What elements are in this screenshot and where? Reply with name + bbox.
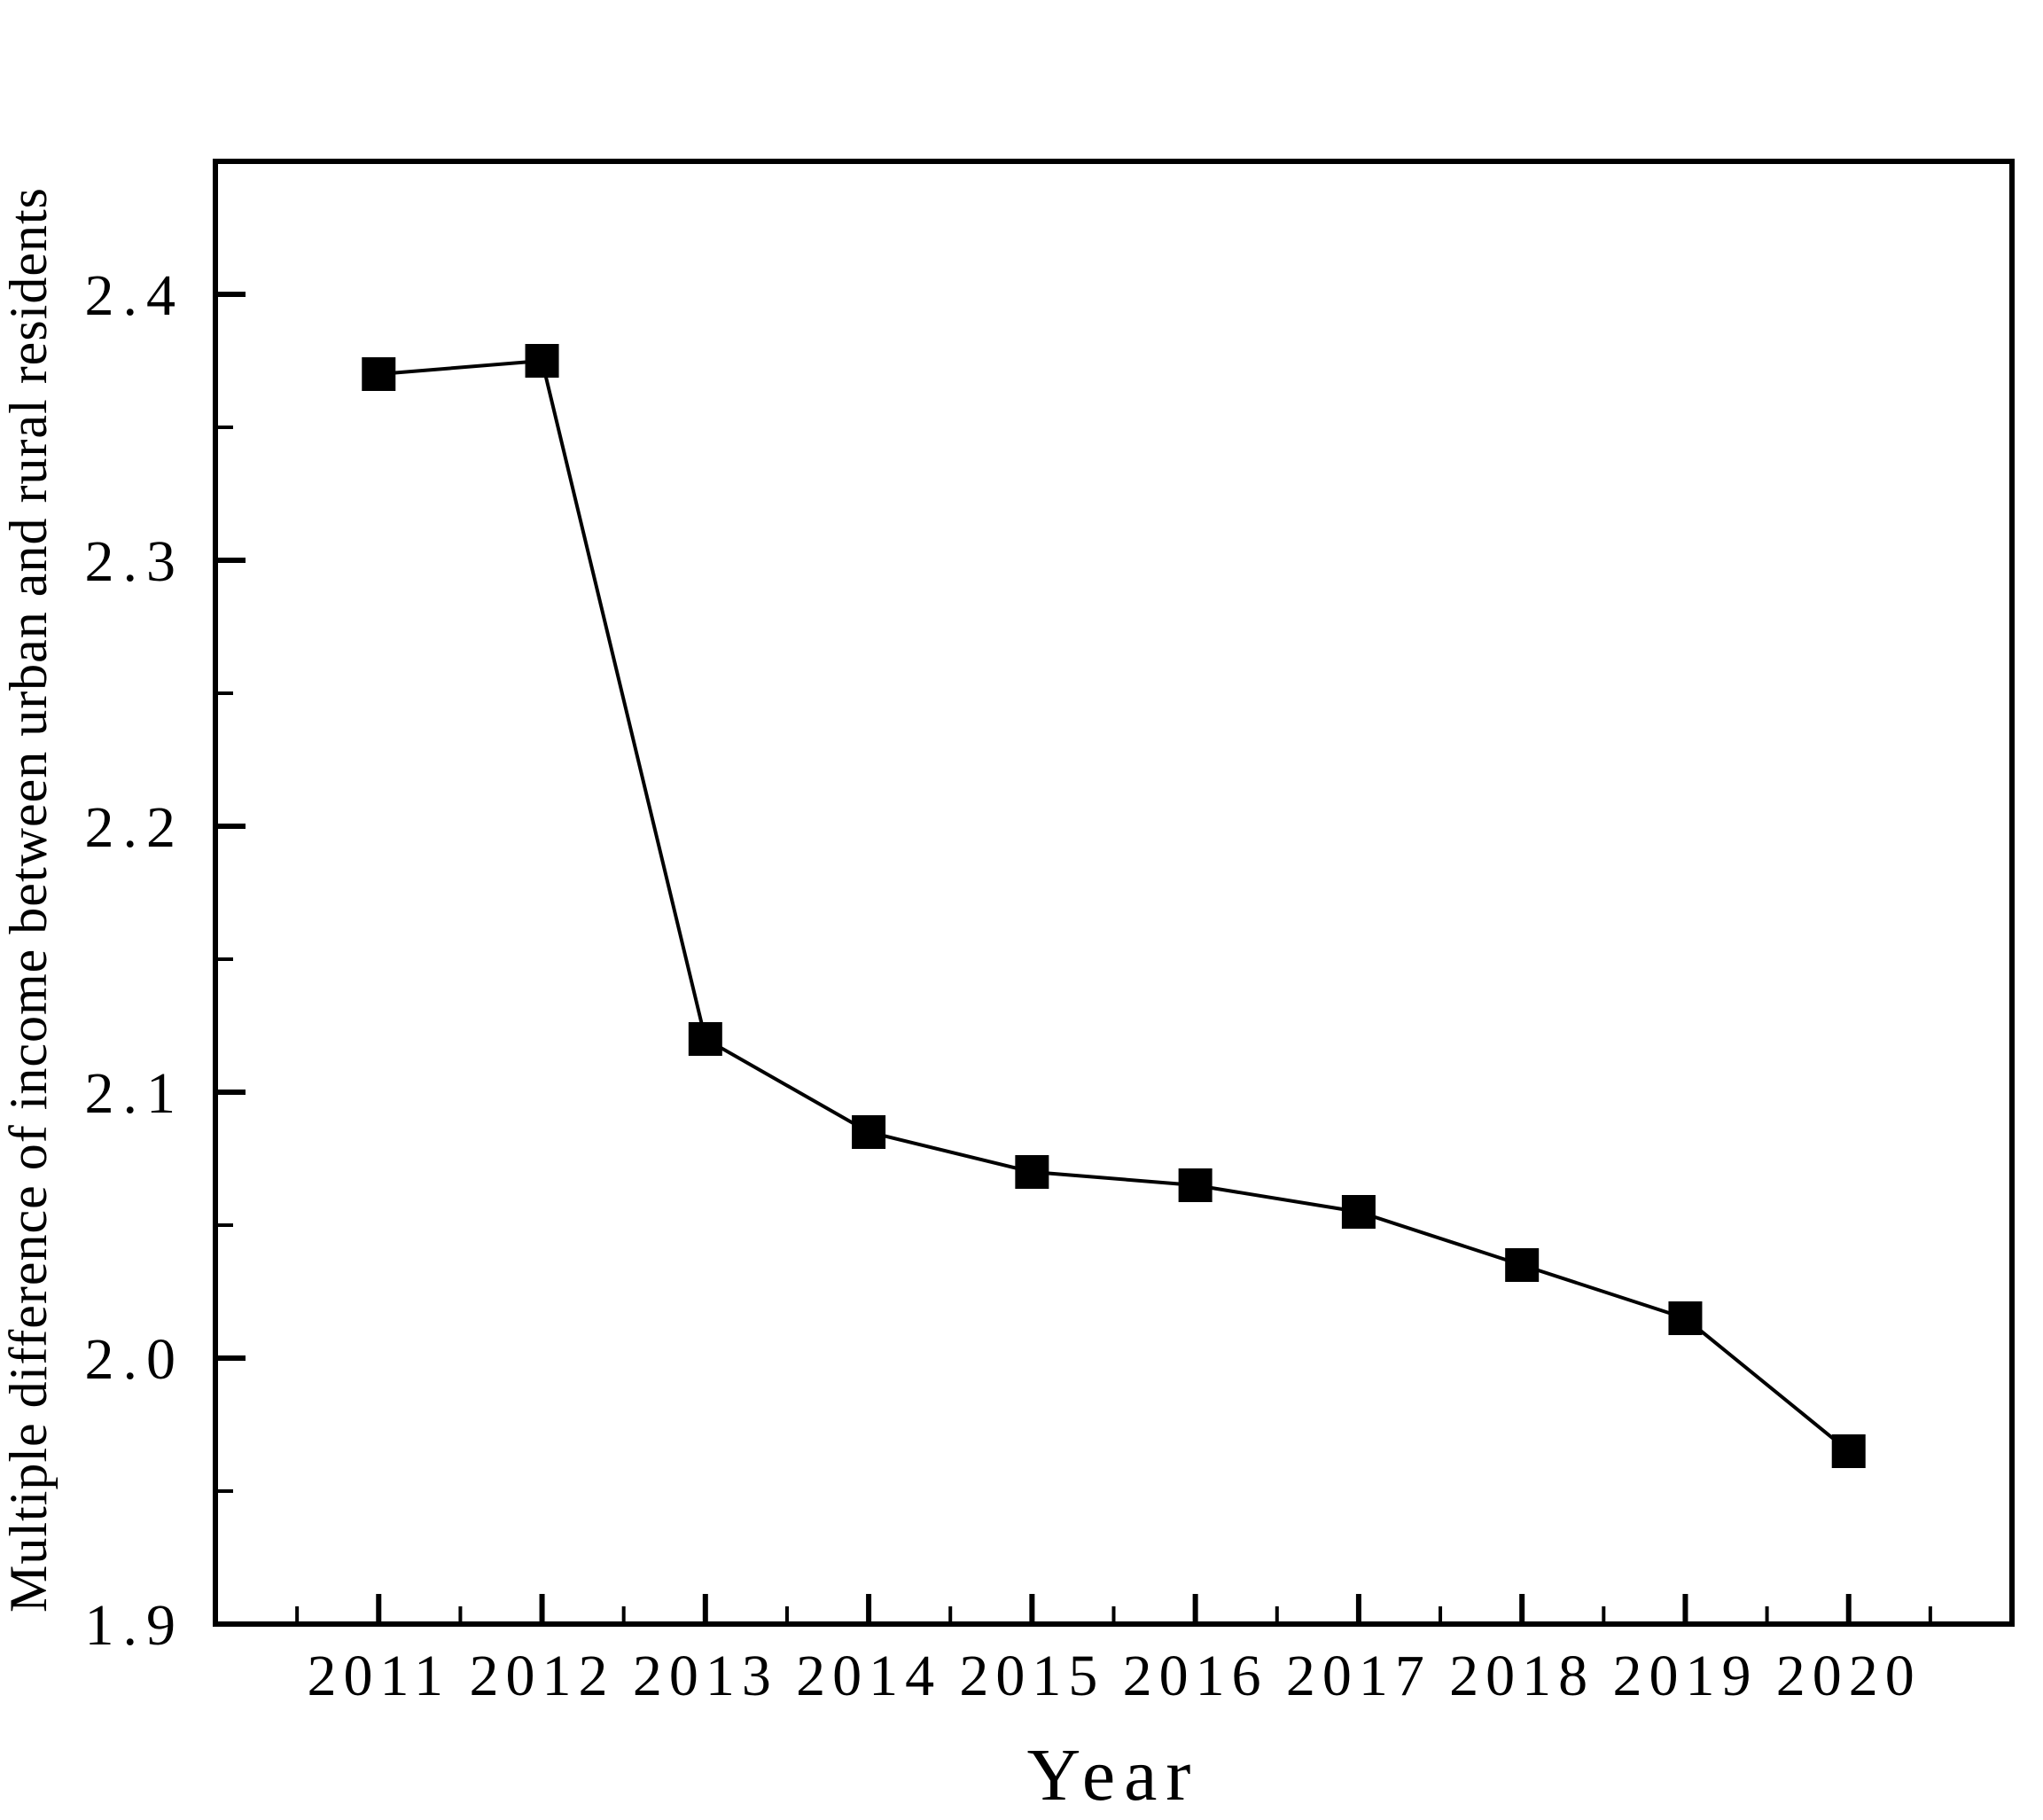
y-tick-label: 2.0 <box>85 1327 185 1392</box>
data-point-marker <box>1668 1301 1703 1335</box>
x-tick-label: 2012 <box>470 1644 615 1708</box>
data-point-marker <box>1831 1434 1866 1468</box>
y-tick-labels: 1.9 2.0 2.1 2.2 2.3 2.4 <box>85 263 185 1658</box>
data-markers <box>362 344 1866 1468</box>
x-tick-label: 2013 <box>633 1644 778 1708</box>
x-axis-label: Year <box>1027 1734 1200 1816</box>
x-tick-label: 2020 <box>1776 1644 1922 1708</box>
data-point-marker <box>1178 1168 1213 1202</box>
y-minor-ticks <box>215 426 233 1493</box>
data-line <box>378 358 1850 1453</box>
y-tick-label: 2.1 <box>85 1061 185 1126</box>
x-major-ticks <box>376 1594 1852 1624</box>
y-tick-label: 1.9 <box>85 1593 185 1658</box>
x-tick-label: 2014 <box>796 1644 941 1708</box>
data-point-marker <box>525 344 559 378</box>
x-tick-label: 2017 <box>1286 1644 1431 1708</box>
data-point-marker <box>1505 1248 1540 1282</box>
y-major-ticks <box>215 292 246 1627</box>
data-point-marker <box>1015 1155 1049 1189</box>
x-tick-label: 2018 <box>1449 1644 1595 1708</box>
y-tick-label: 2.3 <box>85 529 185 594</box>
data-point-marker <box>362 357 396 391</box>
y-axis-label: Multiple difference of income between ur… <box>0 187 58 1613</box>
x-tick-labels: 2011 2012 2013 2014 2015 2016 2017 2018 2019 2020 <box>307 1644 1922 1708</box>
plot-border <box>213 159 2015 1627</box>
x-minor-ticks <box>295 1606 1932 1624</box>
data-point-marker <box>1341 1195 1376 1229</box>
data-point-marker <box>688 1022 722 1056</box>
y-tick-label: 2.4 <box>85 263 185 328</box>
y-tick-label: 2.2 <box>85 795 185 860</box>
x-tick-label: 2016 <box>1123 1644 1268 1708</box>
data-point-marker <box>852 1115 886 1149</box>
x-tick-label: 2011 <box>307 1644 450 1708</box>
x-tick-label: 2015 <box>959 1644 1104 1708</box>
x-tick-label: 2019 <box>1612 1644 1758 1708</box>
